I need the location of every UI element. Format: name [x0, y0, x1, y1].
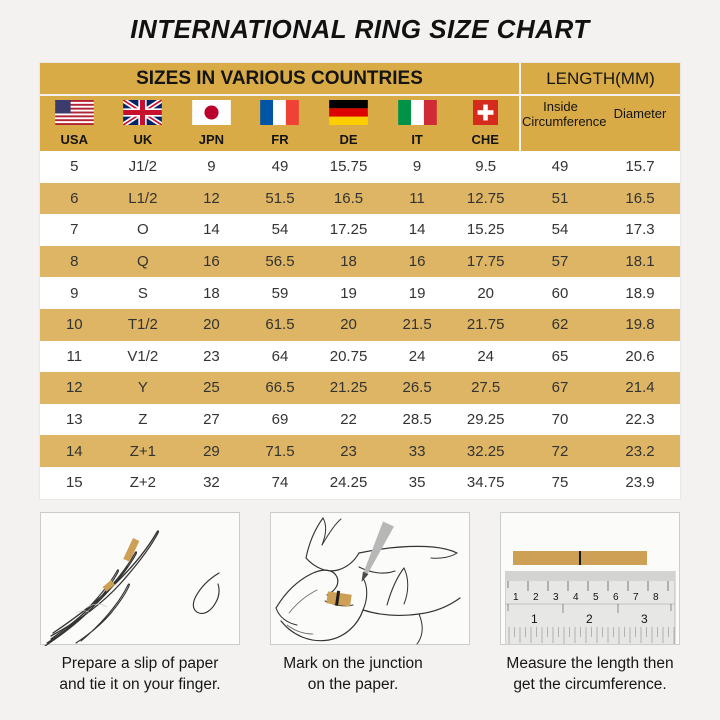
svg-text:3: 3 — [553, 592, 559, 603]
svg-text:7: 7 — [633, 592, 639, 603]
svg-text:4: 4 — [573, 592, 579, 603]
svg-text:2: 2 — [586, 612, 593, 626]
svg-text:2: 2 — [533, 592, 539, 603]
svg-text:5: 5 — [593, 592, 599, 603]
svg-text:1: 1 — [531, 612, 538, 626]
svg-text:8: 8 — [653, 592, 659, 603]
svg-text:1: 1 — [513, 592, 519, 603]
svg-text:3: 3 — [641, 612, 648, 626]
svg-text:6: 6 — [613, 592, 619, 603]
